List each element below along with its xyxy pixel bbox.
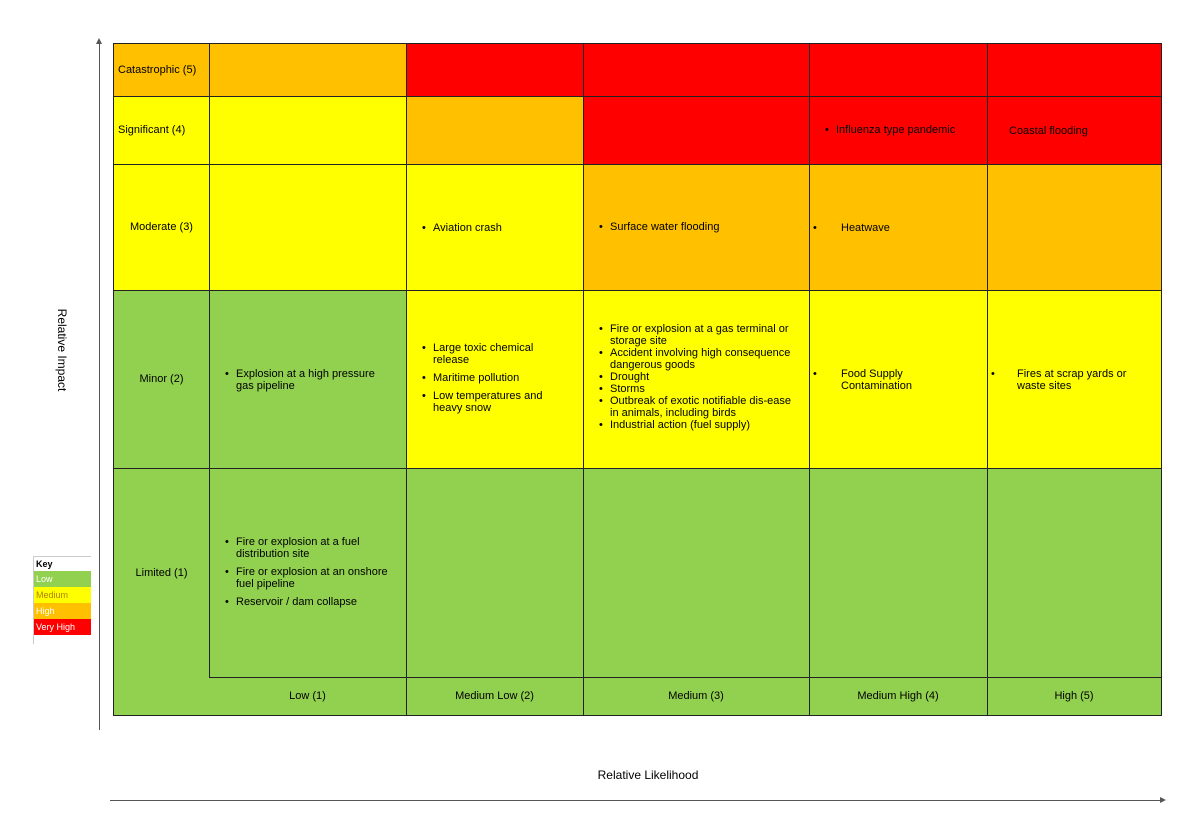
key-item-very-high: Very High <box>34 619 91 635</box>
risk-item: Fire or explosion at a gas terminal or s… <box>593 323 801 347</box>
cell-moderate-medium-high: Heatwave <box>809 164 987 290</box>
cell-moderate-medium: Surface water flooding <box>583 164 809 290</box>
grid-line <box>583 44 584 715</box>
y-axis-label: Relative Impact <box>55 308 69 392</box>
risk-list: Fire or explosion at a gas terminal or s… <box>593 323 801 431</box>
cell-catastrophic-medium <box>583 44 809 96</box>
col-label-text: Medium Low (2) <box>455 690 534 702</box>
row-label-moderate: Moderate (3) <box>114 164 209 290</box>
row-label-significant: Significant (4) <box>114 96 209 164</box>
risk-item: Large toxic chemical release <box>416 342 571 366</box>
key-item-low: Low <box>34 571 91 587</box>
col-label-high: High (5) <box>987 677 1161 715</box>
col-label-low: Low (1) <box>209 677 406 715</box>
grid-line <box>209 44 210 677</box>
cell-significant-medium-low <box>406 96 583 164</box>
cell-significant-medium-high: Influenza type pandemic <box>809 96 987 164</box>
cell-minor-medium-low: Large toxic chemical release Maritime po… <box>406 290 583 468</box>
cell-catastrophic-medium-low <box>406 44 583 96</box>
risk-list: Aviation crash <box>416 222 583 234</box>
y-axis-arrowhead <box>96 38 102 44</box>
grid-line <box>114 468 1161 469</box>
grid-line <box>114 290 1161 291</box>
grid-line <box>406 44 407 715</box>
risk-item: Industrial action (fuel supply) <box>593 419 801 431</box>
col-label-text: Medium (3) <box>668 690 724 702</box>
col-label-medium-low: Medium Low (2) <box>406 677 583 715</box>
cell-minor-medium: Fire or explosion at a gas terminal or s… <box>583 290 809 468</box>
key-item-high: High <box>34 603 91 619</box>
cell-catastrophic-medium-high <box>809 44 987 96</box>
risk-list: Fire or explosion at a fuel distribution… <box>219 536 394 608</box>
grid-line <box>809 44 810 715</box>
x-axis-label: Relative Likelihood <box>597 768 699 782</box>
cell-minor-high: Fires at scrap yards or waste sites <box>987 290 1161 468</box>
risk-list: Surface water flooding <box>593 221 809 233</box>
cell-moderate-low <box>209 164 406 290</box>
row-label-text: Significant (4) <box>118 124 186 136</box>
risk-item: Explosion at a high pressure gas pipelin… <box>219 368 388 392</box>
risk-item: Low temperatures and heavy snow <box>416 390 571 414</box>
risk-item: Food Supply Contamination <box>809 368 967 392</box>
grid-line <box>114 164 1161 165</box>
risk-item: Reservoir / dam collapse <box>219 596 394 608</box>
grid-line <box>209 677 1161 678</box>
cell-moderate-medium-low: Aviation crash <box>406 164 583 290</box>
risk-item: Fire or explosion at a fuel distribution… <box>219 536 394 560</box>
risk-list: Heatwave <box>809 222 987 234</box>
risk-list: Food Supply Contamination <box>809 368 967 392</box>
row-label-catastrophic: Catastrophic (5) <box>114 44 209 96</box>
risk-matrix: Catastrophic (5) Significant (4) Influen… <box>113 43 1162 716</box>
risk-list: Influenza type pandemic <box>819 124 987 136</box>
cell-limited-medium <box>583 468 809 677</box>
risk-list: Explosion at a high pressure gas pipelin… <box>219 368 388 392</box>
risk-list: Large toxic chemical release Maritime po… <box>416 342 571 414</box>
row-label-limited: Limited (1) <box>114 468 209 677</box>
row-label-text: Moderate (3) <box>130 221 193 233</box>
risk-item: Fires at scrap yards or waste sites <box>987 368 1149 392</box>
cell-limited-medium-high <box>809 468 987 677</box>
cell-limited-high <box>987 468 1161 677</box>
y-axis-line <box>99 42 100 730</box>
risk-item: Influenza type pandemic <box>819 124 987 136</box>
cell-catastrophic-low <box>209 44 406 96</box>
cell-catastrophic-high <box>987 44 1161 96</box>
cell-minor-low: Explosion at a high pressure gas pipelin… <box>209 290 406 468</box>
row-label-minor: Minor (2) <box>114 290 209 468</box>
col-label-text: High (5) <box>1054 690 1094 702</box>
cell-limited-low: Fire or explosion at a fuel distribution… <box>209 468 406 677</box>
col-label-medium-high: Medium High (4) <box>809 677 987 715</box>
col-label-text: Medium High (4) <box>857 690 939 702</box>
row-label-text: Minor (2) <box>139 373 184 385</box>
row-label-text: Catastrophic (5) <box>118 64 197 76</box>
cell-significant-high: Coastal flooding <box>987 96 1161 164</box>
risk-item: Storms <box>593 383 801 395</box>
x-axis-line <box>110 800 1162 801</box>
risk-item: Drought <box>593 371 801 383</box>
cell-limited-medium-low <box>406 468 583 677</box>
cell-significant-low <box>209 96 406 164</box>
key-item-medium: Medium <box>34 587 91 603</box>
risk-item: Outbreak of exotic notifiable dis-ease i… <box>593 395 801 419</box>
cell-moderate-high <box>987 164 1161 290</box>
key-title: Key <box>34 557 91 571</box>
x-axis-arrowhead <box>1160 797 1166 803</box>
risk-list: Fires at scrap yards or waste sites <box>987 368 1149 392</box>
risk-item: Fire or explosion at an onshore fuel pip… <box>219 566 394 590</box>
row-label-text: Limited (1) <box>135 566 188 579</box>
grid-line <box>987 44 988 715</box>
risk-item: Accident involving high consequence dang… <box>593 347 801 371</box>
risk-item: Heatwave <box>809 222 987 234</box>
cell-minor-medium-high: Food Supply Contamination <box>809 290 987 468</box>
grid-line <box>114 96 1161 97</box>
risk-item: Coastal flooding <box>1009 125 1088 137</box>
risk-item: Aviation crash <box>416 222 583 234</box>
risk-item: Surface water flooding <box>593 221 809 233</box>
col-label-medium: Medium (3) <box>583 677 809 715</box>
cell-significant-medium <box>583 96 809 164</box>
risk-item: Maritime pollution <box>416 372 571 384</box>
corner-cell <box>114 677 209 715</box>
key-legend: Key Low Medium High Very High <box>33 556 91 644</box>
col-label-text: Low (1) <box>289 690 326 702</box>
